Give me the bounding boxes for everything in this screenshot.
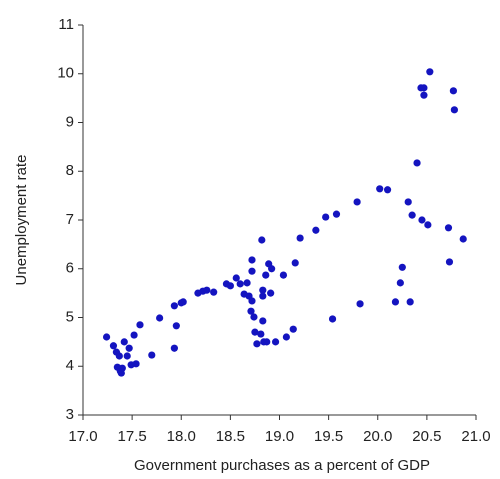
- y-tick-label: 10: [57, 65, 74, 82]
- point: [426, 68, 434, 76]
- point: [250, 313, 258, 321]
- x-tick-label: 18.0: [167, 428, 196, 445]
- point: [289, 325, 297, 333]
- point: [450, 106, 458, 114]
- point: [257, 330, 265, 338]
- point: [118, 364, 126, 372]
- point: [449, 87, 458, 95]
- point: [179, 298, 187, 306]
- y-axis-label: Unemployment rate: [13, 155, 30, 286]
- point: [312, 226, 320, 234]
- y-tick-label: 7: [66, 211, 74, 228]
- point: [408, 211, 416, 219]
- point: [243, 279, 251, 287]
- point: [132, 360, 140, 368]
- point: [291, 259, 299, 267]
- point: [332, 210, 341, 218]
- point: [424, 221, 432, 229]
- x-tick-label: 17.0: [68, 428, 97, 445]
- x-tick-label: 21.0: [461, 428, 490, 445]
- x-tick-label: 18.5: [216, 428, 245, 445]
- point: [247, 307, 255, 315]
- point: [263, 338, 271, 346]
- point: [417, 84, 425, 92]
- y-tick-label: 9: [66, 113, 74, 130]
- point: [444, 224, 453, 232]
- point: [406, 298, 414, 306]
- point: [391, 298, 400, 306]
- point: [232, 274, 240, 282]
- point: [130, 331, 138, 339]
- point: [102, 333, 111, 341]
- y-tick-label: 6: [66, 260, 74, 277]
- point: [136, 321, 144, 329]
- point: [236, 280, 244, 288]
- point: [259, 317, 267, 325]
- point: [404, 198, 412, 206]
- x-axis-label: Government purchases as a percent of GDP: [134, 457, 430, 474]
- point: [271, 338, 280, 346]
- point: [226, 282, 234, 290]
- point: [248, 267, 256, 275]
- point: [262, 271, 270, 279]
- point: [396, 279, 404, 287]
- point: [115, 352, 123, 360]
- point: [170, 302, 178, 310]
- point: [170, 344, 178, 352]
- x-tick-label: 17.5: [118, 428, 147, 445]
- point: [259, 286, 267, 294]
- point: [322, 213, 330, 221]
- point: [268, 265, 276, 273]
- point: [210, 288, 218, 296]
- point: [328, 315, 337, 323]
- point: [109, 342, 118, 350]
- point: [459, 235, 467, 243]
- point: [383, 186, 392, 194]
- y-tick-label: 8: [66, 162, 74, 179]
- y-tick-label: 11: [58, 16, 74, 33]
- point: [248, 297, 256, 305]
- x-tick-label: 19.5: [314, 428, 343, 445]
- y-tick-label: 5: [66, 308, 74, 325]
- x-tick-label: 20.0: [363, 428, 392, 445]
- point: [445, 258, 454, 266]
- point: [172, 322, 180, 330]
- point: [203, 286, 211, 294]
- point: [356, 300, 364, 308]
- point: [123, 352, 131, 360]
- y-tick-label: 4: [66, 357, 74, 374]
- point: [282, 333, 290, 341]
- point: [253, 340, 261, 348]
- point: [259, 292, 267, 300]
- point: [125, 344, 133, 352]
- point: [148, 351, 156, 359]
- x-tick-label: 19.0: [265, 428, 294, 445]
- point: [413, 159, 421, 167]
- point: [279, 271, 288, 279]
- x-tick-label: 20.5: [412, 428, 441, 445]
- point: [418, 216, 426, 224]
- point: [420, 91, 428, 99]
- y-tick-label: 3: [66, 406, 74, 423]
- point: [296, 234, 304, 242]
- point: [251, 328, 259, 336]
- point: [398, 263, 406, 271]
- point: [258, 236, 266, 244]
- point: [120, 338, 128, 346]
- point: [376, 185, 384, 193]
- point: [353, 198, 361, 206]
- point: [156, 314, 164, 322]
- point: [267, 289, 275, 297]
- point: [248, 256, 256, 264]
